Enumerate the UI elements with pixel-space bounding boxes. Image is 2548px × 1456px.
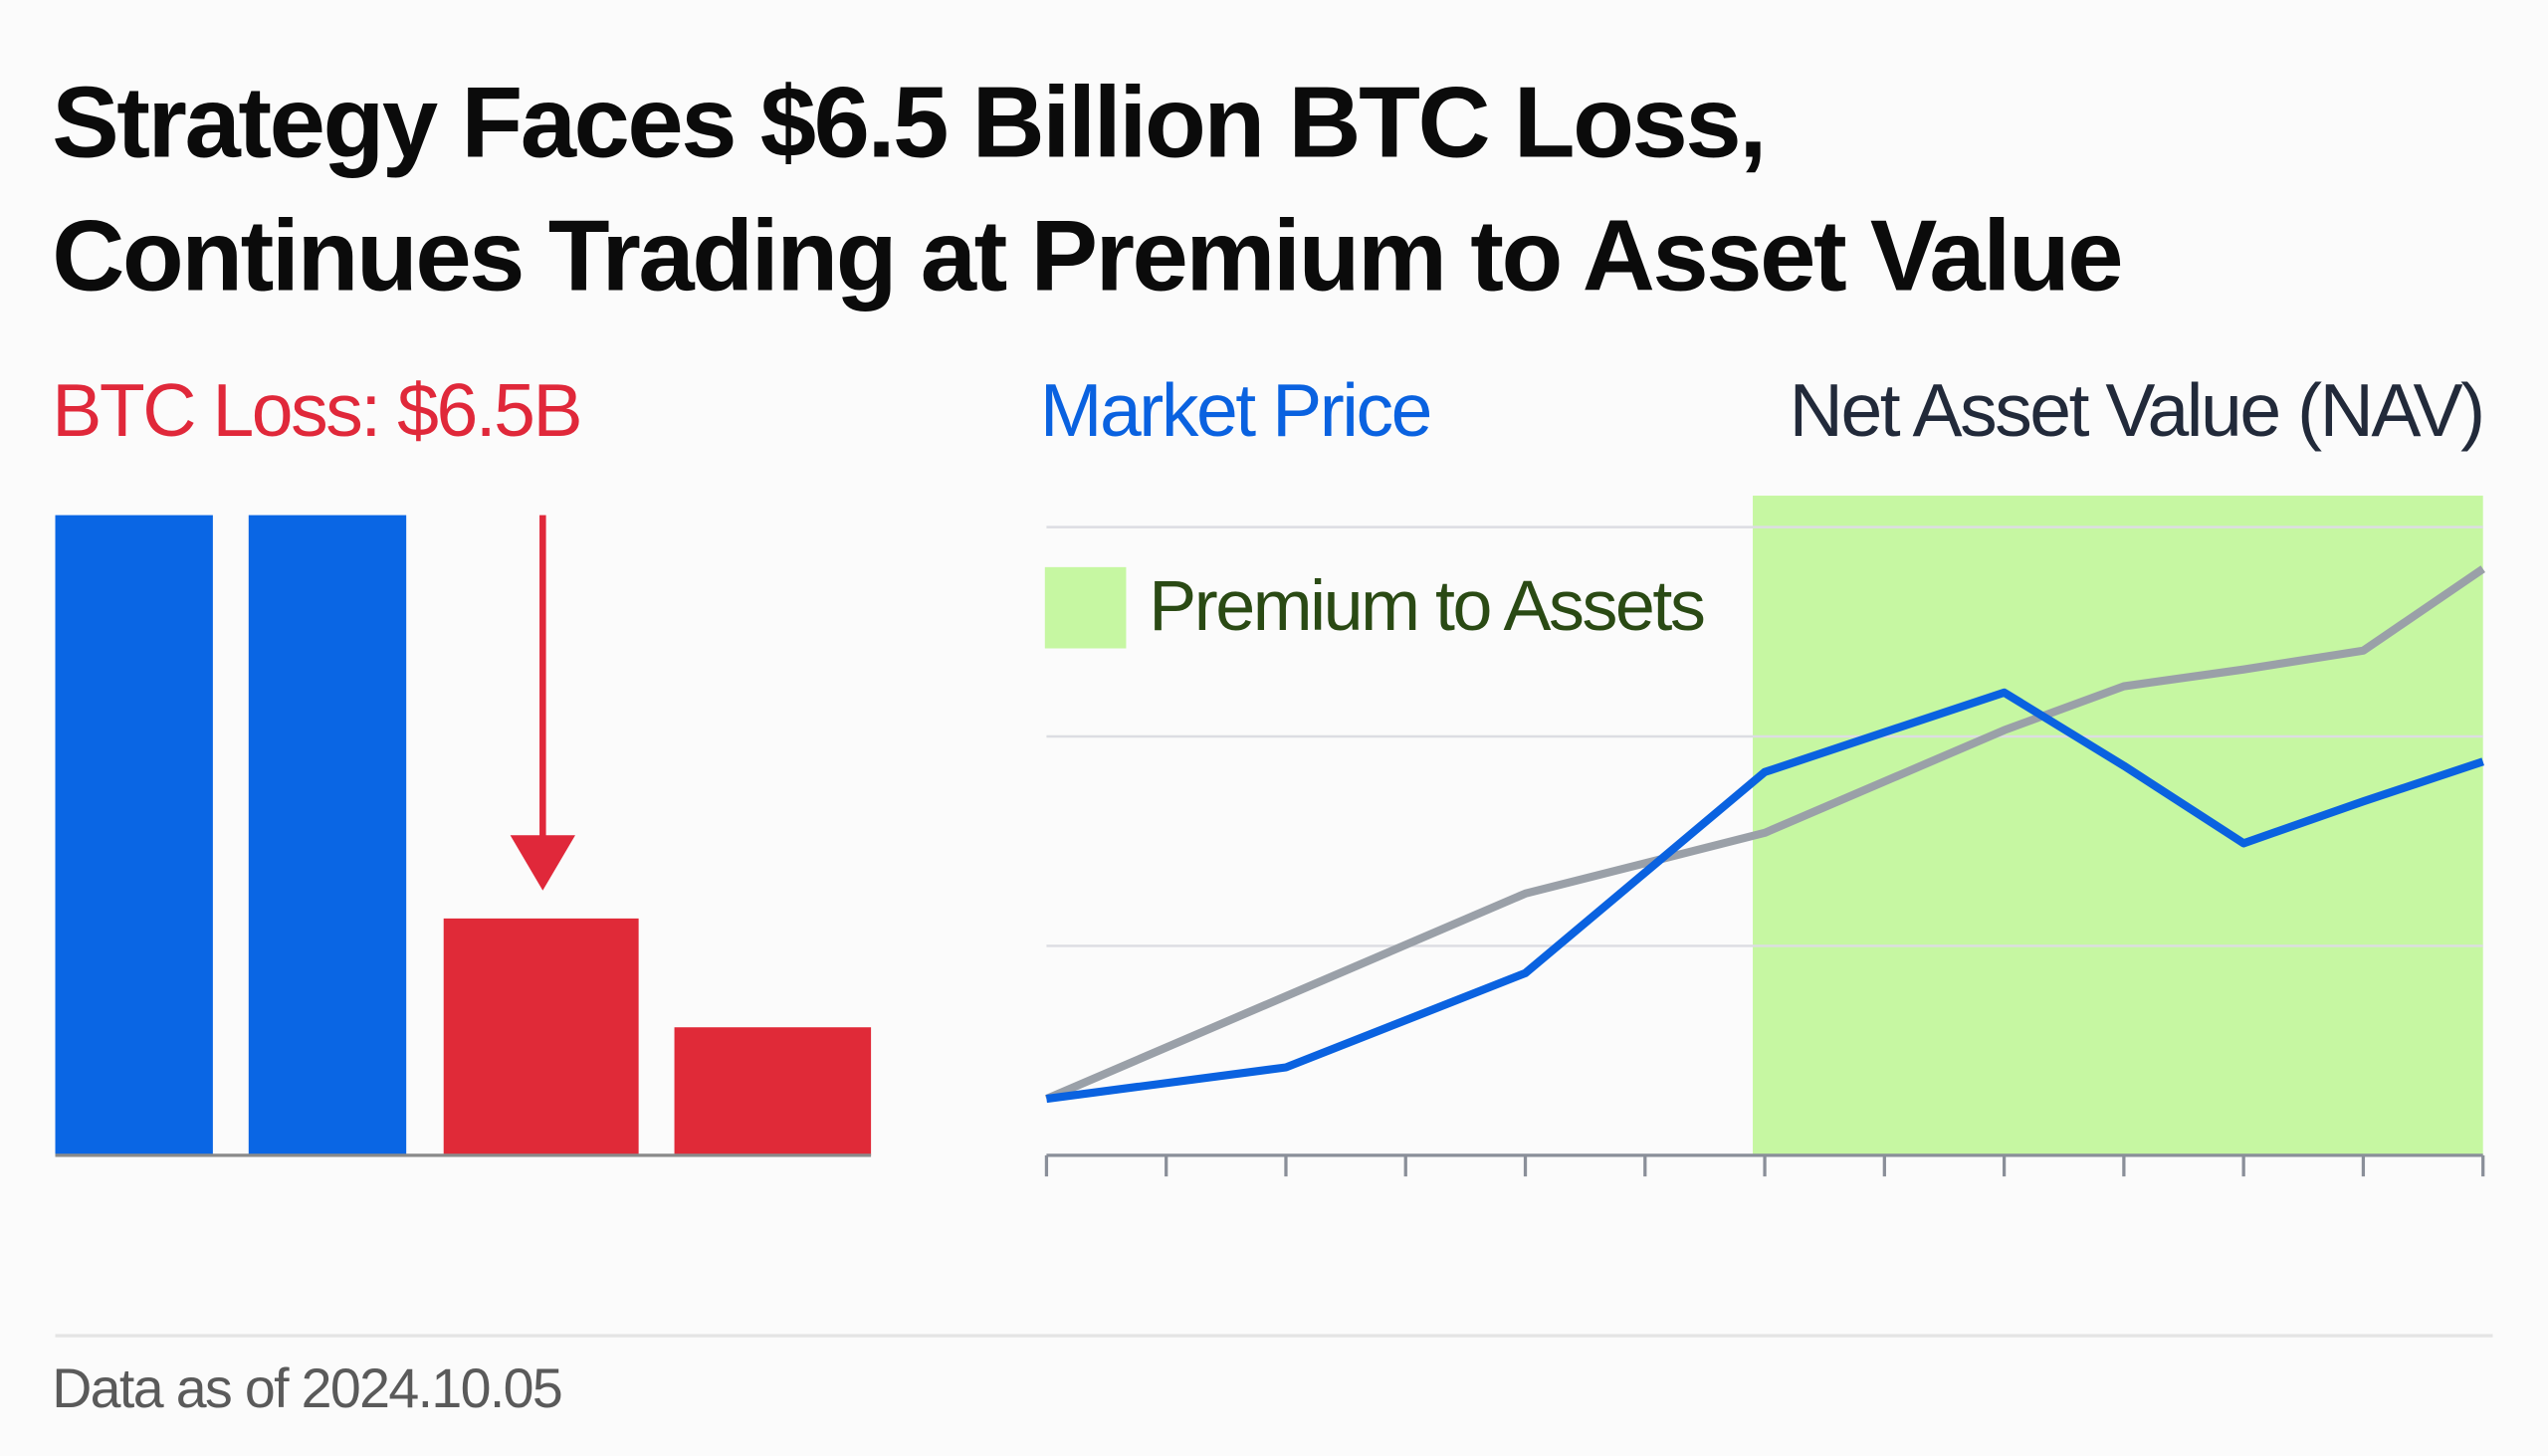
bar-chart [55,515,872,1157]
bar [55,515,213,1155]
legend-entry: Market Price [1040,368,1430,452]
title-line: Continues Trading at Premium to Asset Va… [52,199,2121,312]
footer: Data as of 2024.10.05 [52,1357,561,1419]
bar [443,918,639,1155]
title-line: Strategy Faces $6.5 Billion BTC Loss, [52,66,1765,178]
premium-region [1753,496,2483,1155]
loss-arrowhead [510,835,575,891]
series-line [1044,565,2485,1103]
line-chart: Premium to Assets [1044,496,2485,1177]
series-line [1045,688,2484,1104]
legend-entry: Net Asset Value (NAV) [1790,368,2483,452]
highlight-label: Premium to Assets [1149,566,1704,646]
legend-swatch [1044,566,1127,649]
bar [674,1027,872,1155]
bar [248,515,407,1155]
loss-annotation: BTC Loss: $6.5B [52,368,580,452]
